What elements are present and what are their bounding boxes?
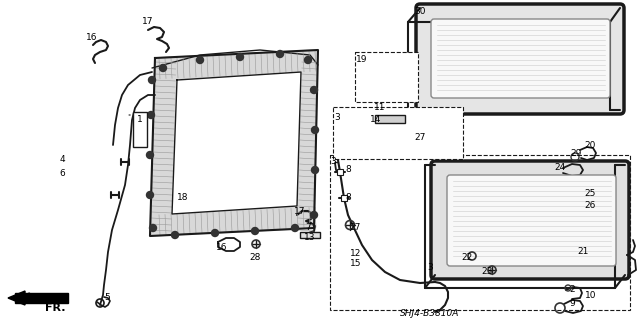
Text: 24: 24 xyxy=(554,164,566,173)
Text: 3: 3 xyxy=(427,263,433,272)
Text: SHJ4-B3810A: SHJ4-B3810A xyxy=(400,308,460,317)
Text: 25: 25 xyxy=(584,189,596,197)
FancyBboxPatch shape xyxy=(416,4,624,114)
Text: 7: 7 xyxy=(305,224,311,233)
Bar xyxy=(133,112,147,147)
Bar xyxy=(355,52,418,102)
Bar xyxy=(333,107,463,159)
Text: 2: 2 xyxy=(569,285,575,293)
Text: 29: 29 xyxy=(570,149,582,158)
Text: 11: 11 xyxy=(374,103,386,113)
Circle shape xyxy=(312,167,319,174)
Circle shape xyxy=(291,225,298,232)
Circle shape xyxy=(305,56,312,63)
Circle shape xyxy=(159,64,166,71)
Circle shape xyxy=(172,232,179,239)
Text: 16: 16 xyxy=(216,242,228,251)
Bar xyxy=(337,169,343,175)
Text: 3: 3 xyxy=(330,158,336,167)
Text: 14: 14 xyxy=(371,115,381,124)
Circle shape xyxy=(147,191,154,198)
FancyBboxPatch shape xyxy=(431,161,629,279)
Text: 4: 4 xyxy=(59,155,65,165)
Bar xyxy=(300,232,320,238)
Bar xyxy=(341,195,347,201)
Polygon shape xyxy=(8,291,25,305)
Text: 20: 20 xyxy=(584,142,596,151)
Text: 13: 13 xyxy=(304,234,316,242)
Text: 23: 23 xyxy=(481,266,493,276)
Text: 27: 27 xyxy=(414,133,426,143)
Text: 1: 1 xyxy=(137,115,143,124)
Circle shape xyxy=(147,112,154,118)
Circle shape xyxy=(196,56,204,63)
Text: 16: 16 xyxy=(86,33,98,42)
Text: 12: 12 xyxy=(350,249,362,257)
Text: 22: 22 xyxy=(461,253,472,262)
Circle shape xyxy=(252,227,259,234)
Text: 28: 28 xyxy=(250,254,260,263)
Text: 5: 5 xyxy=(104,293,110,302)
Circle shape xyxy=(211,229,218,236)
Text: 3: 3 xyxy=(334,114,340,122)
Text: FR.: FR. xyxy=(45,303,65,313)
Polygon shape xyxy=(172,72,301,214)
Text: 26: 26 xyxy=(584,201,596,210)
Circle shape xyxy=(312,127,319,133)
Circle shape xyxy=(150,225,157,232)
Circle shape xyxy=(237,54,243,61)
Text: 17: 17 xyxy=(142,18,154,26)
Text: 18: 18 xyxy=(177,194,189,203)
FancyBboxPatch shape xyxy=(431,19,610,98)
Bar xyxy=(330,155,630,310)
Text: 10: 10 xyxy=(585,292,596,300)
Text: 27: 27 xyxy=(349,224,361,233)
Text: 6: 6 xyxy=(59,168,65,177)
Text: 30: 30 xyxy=(414,6,426,16)
Circle shape xyxy=(310,86,317,93)
Text: 21: 21 xyxy=(577,248,589,256)
Circle shape xyxy=(310,211,317,219)
Text: 9: 9 xyxy=(569,300,575,308)
Text: 8: 8 xyxy=(345,166,351,174)
Circle shape xyxy=(276,50,284,57)
Bar xyxy=(375,115,405,123)
Text: 8: 8 xyxy=(345,194,351,203)
Text: 17: 17 xyxy=(294,207,306,217)
Circle shape xyxy=(147,152,154,159)
Polygon shape xyxy=(15,293,68,303)
Text: 15: 15 xyxy=(350,259,362,269)
Text: 19: 19 xyxy=(356,56,368,64)
Polygon shape xyxy=(150,50,318,236)
FancyBboxPatch shape xyxy=(447,175,616,266)
Circle shape xyxy=(148,77,156,84)
